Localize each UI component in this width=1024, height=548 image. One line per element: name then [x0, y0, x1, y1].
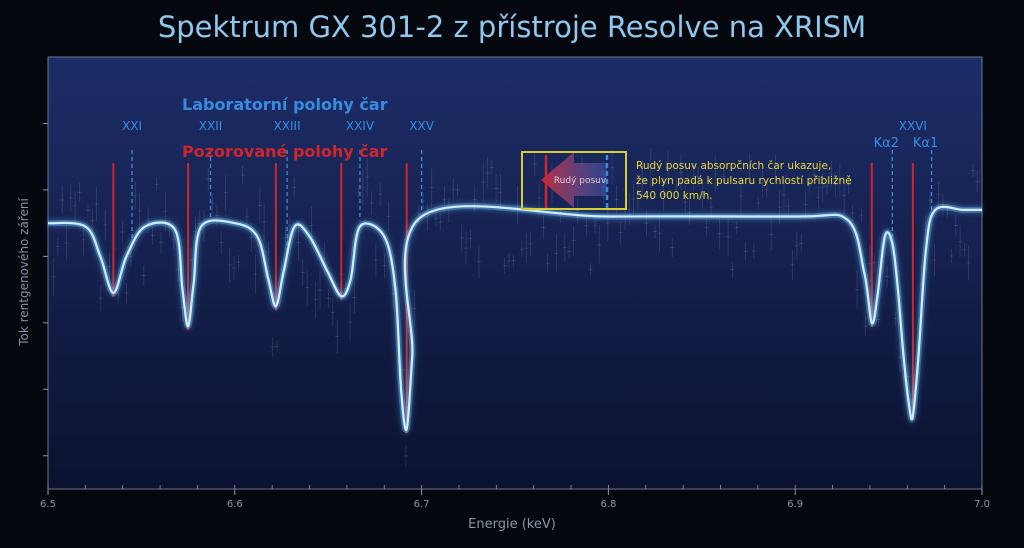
x-tick-label: 7.0	[974, 499, 990, 510]
lab-line-label: XXV	[409, 119, 434, 133]
lab-line-label: XXIII	[274, 119, 301, 133]
chart-title: Spektrum GX 301-2 z přístroje Resolve na…	[157, 10, 867, 44]
x-tick-label: 6.7	[414, 499, 430, 510]
x-axis-label: Energie (keV)	[468, 517, 556, 532]
lab-line-label: Kα1	[913, 136, 938, 151]
x-tick-label: 6.6	[227, 499, 243, 510]
redshift-note-line-1: Rudý posuv absorpčních čar ukazuje,	[636, 160, 832, 172]
lab-line-label: XXII	[199, 119, 223, 133]
redshift-note-line-2: že plyn padá k pulsaru rychlostí přibliž…	[636, 175, 852, 187]
lab-line-label: XXIV	[346, 119, 375, 133]
redshift-note-line-3: 540 000 km/h.	[636, 190, 713, 202]
x-tick-label: 6.9	[787, 499, 803, 510]
redshift-arrow	[541, 152, 607, 208]
y-axis-label: Tok rentgenového záření	[17, 198, 31, 347]
spectrum-curve	[47, 205, 982, 432]
lab-line-label: XXI	[122, 119, 142, 133]
redshift-legend-box	[521, 151, 627, 210]
arrow-label: Rudý posuv	[554, 176, 607, 186]
x-tick-label: 6.5	[40, 499, 56, 510]
lab-line-label: Kα2	[874, 136, 899, 151]
lab-group-label: XXVI	[899, 119, 927, 133]
legend-observed-text: Pozorované polohy čar	[182, 142, 388, 161]
legend-lab-text: Laboratorní polohy čar	[182, 95, 388, 114]
x-tick-label: 6.8	[600, 499, 616, 510]
redshift-note: Rudý posuv absorpčních čar ukazuje, že p…	[636, 159, 876, 204]
plot-area	[47, 56, 983, 490]
